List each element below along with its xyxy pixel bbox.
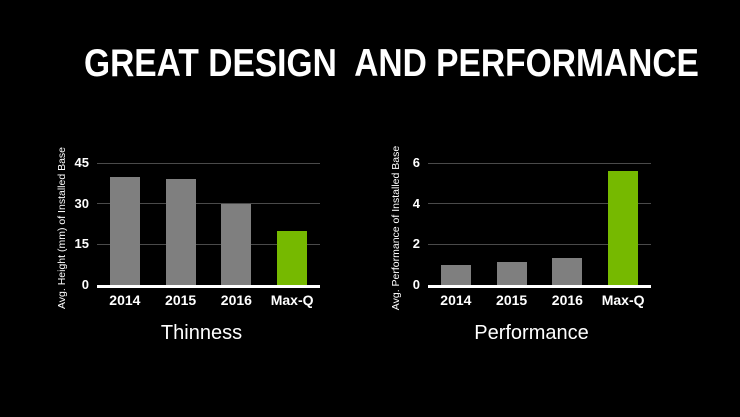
gridline-30 xyxy=(97,203,320,205)
gridline-4 xyxy=(428,203,651,205)
y-tick-30: 30 xyxy=(74,195,89,211)
x-category-2014: 2014 xyxy=(440,292,472,308)
bar-2015 xyxy=(165,179,196,285)
slide-title: GREAT DESIGN AND PERFORMANCE xyxy=(84,42,699,85)
bar-Max-Q xyxy=(277,230,308,285)
plot-area: 0 15 30 45 2014 2015 2016 Max-Q xyxy=(75,155,320,308)
x-category-2015: 2015 xyxy=(165,292,197,308)
y-tick-0: 0 xyxy=(81,277,89,292)
x-category-2015: 2015 xyxy=(496,292,528,308)
y-tick-45: 45 xyxy=(74,155,89,170)
y-tick-15: 15 xyxy=(74,236,89,252)
plot-area: 0 2 4 6 2014 2015 2016 Max-Q xyxy=(413,155,651,308)
gridline-15 xyxy=(97,243,320,245)
chart-title: Thinness xyxy=(160,322,243,344)
x-category-Max-Q: Max-Q xyxy=(270,292,314,308)
bar-2016 xyxy=(552,257,583,285)
bar-2016 xyxy=(221,203,252,285)
x-category-2016: 2016 xyxy=(551,292,583,308)
x-category-2014: 2014 xyxy=(109,292,141,308)
bar-2014 xyxy=(109,176,140,285)
gridline-2 xyxy=(428,243,651,245)
chart-title: Performance xyxy=(474,322,589,344)
y-tick-6: 6 xyxy=(412,155,420,170)
bar-2014 xyxy=(440,264,471,285)
x-category-2016: 2016 xyxy=(220,292,252,308)
y-tick-0: 0 xyxy=(412,277,420,292)
bar-2015 xyxy=(496,261,527,285)
bar-Max-Q xyxy=(608,171,639,285)
x-category-Max-Q: Max-Q xyxy=(601,292,645,308)
y-tick-4: 4 xyxy=(412,195,420,211)
gridline-45 xyxy=(97,162,320,164)
y-tick-2: 2 xyxy=(412,236,420,252)
gridline-6 xyxy=(428,162,651,164)
